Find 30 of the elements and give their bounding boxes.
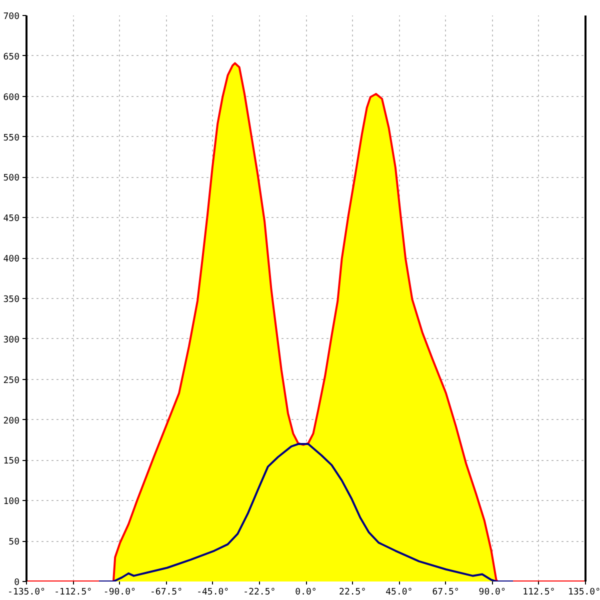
x-tick-label: 112.5° bbox=[522, 588, 556, 598]
y-tick-label: 50 bbox=[8, 538, 20, 548]
y-tick-label: 650 bbox=[3, 52, 20, 62]
y-tick-label: 600 bbox=[3, 92, 20, 103]
x-tick-label: 135.0° bbox=[568, 588, 600, 598]
x-tick-label: -135.0° bbox=[8, 588, 46, 598]
y-tick-label: 350 bbox=[3, 295, 20, 305]
x-tick-label: 22.5° bbox=[339, 588, 366, 598]
y-tick-label: 700 bbox=[3, 12, 20, 22]
x-tick-label: 0.0° bbox=[295, 588, 317, 598]
y-tick-label: 500 bbox=[3, 174, 20, 184]
y-tick-label: 250 bbox=[3, 376, 20, 386]
x-tick-label: -112.5° bbox=[54, 588, 92, 598]
x-tick-label: -22.5° bbox=[243, 588, 276, 598]
y-tick-label: 100 bbox=[3, 497, 20, 508]
x-tick-label: -90.0° bbox=[103, 588, 136, 598]
x-tick-label: 67.5° bbox=[432, 588, 460, 598]
y-tick-label: 550 bbox=[3, 133, 20, 144]
x-tick-label: 90.0° bbox=[478, 588, 506, 598]
y-tick-label: 400 bbox=[3, 254, 20, 265]
y-tick-label: 450 bbox=[3, 214, 20, 224]
y-tick-label: 300 bbox=[3, 335, 20, 346]
x-tick-label: 45.0° bbox=[386, 588, 413, 598]
y-tick-label: 200 bbox=[3, 416, 20, 426]
line-series bbox=[26, 62, 586, 582]
x-tick-label: -67.5° bbox=[150, 588, 183, 598]
x-tick-label: -45.0° bbox=[196, 588, 230, 598]
y-tick-label: 0 bbox=[14, 578, 20, 588]
line-series bbox=[98, 443, 514, 582]
y-tick-label: 150 bbox=[3, 456, 20, 467]
